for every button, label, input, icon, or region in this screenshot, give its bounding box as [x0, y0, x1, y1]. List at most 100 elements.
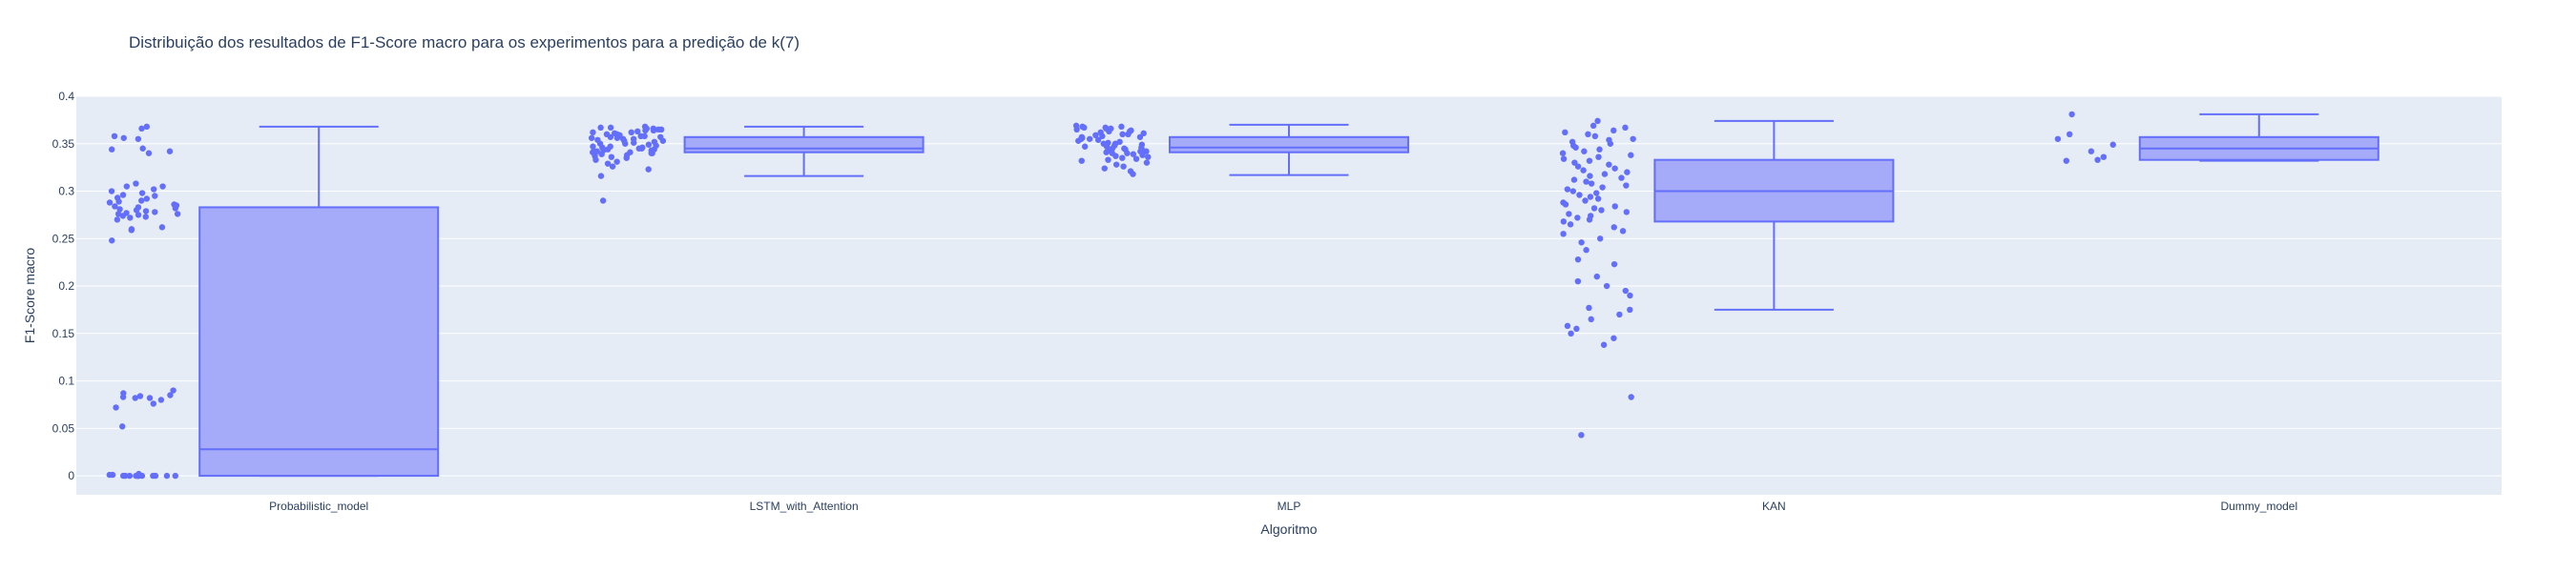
x-axis-title: Algoritmo: [1260, 521, 1317, 537]
y-tick-label: 0.3: [58, 185, 74, 198]
data-point: [172, 472, 178, 480]
data-point: [1581, 148, 1588, 154]
data-point: [607, 124, 614, 132]
data-point: [1092, 132, 1099, 139]
data-point: [1568, 330, 1574, 337]
data-point: [622, 140, 629, 147]
data-point: [2088, 148, 2095, 154]
gridlines: [76, 95, 2502, 477]
data-point: [1124, 150, 1131, 156]
data-point: [1622, 124, 1629, 132]
data-point: [133, 180, 139, 187]
data-point: [143, 195, 150, 202]
y-tick-label: 0.25: [52, 232, 75, 245]
y-tick-label: 0: [68, 469, 74, 482]
data-point: [1140, 130, 1147, 137]
data-point: [599, 197, 607, 204]
data-point: [2054, 135, 2062, 142]
data-point: [1610, 224, 1617, 231]
data-point: [2066, 131, 2073, 138]
data-point: [607, 133, 614, 140]
data-point: [1562, 129, 1568, 136]
y-tick-label: 0.05: [52, 421, 75, 435]
data-point: [1630, 135, 1636, 142]
data-point: [1119, 131, 1126, 138]
data-point: [1583, 178, 1589, 185]
data-point: [150, 186, 157, 193]
data-point: [1075, 137, 1082, 144]
x-tick-label: LSTM_with_Attention: [750, 500, 859, 513]
y-tick-label: 0.35: [52, 137, 75, 151]
data-point: [111, 133, 118, 139]
data-point: [1573, 325, 1580, 333]
data-point: [635, 145, 642, 152]
data-point: [106, 471, 114, 479]
box-iqr: [683, 135, 924, 153]
data-point: [1610, 260, 1618, 268]
data-point: [1588, 316, 1594, 323]
data-point: [115, 198, 122, 205]
data-point: [1078, 157, 1085, 164]
data-point: [642, 127, 649, 134]
data-point: [1589, 122, 1597, 130]
data-point: [108, 146, 115, 153]
data-point: [2109, 141, 2116, 148]
data-point: [145, 150, 153, 156]
box-Probabilistic_model: [198, 125, 440, 478]
data-point: [157, 397, 165, 403]
data-point: [1628, 394, 1634, 400]
data-point: [1578, 239, 1585, 246]
x-tick-label: Probabilistic_model: [269, 500, 368, 513]
box-plots: [198, 112, 2379, 478]
data-point: [138, 197, 145, 204]
data-point: [1145, 153, 1152, 160]
data-point: [1572, 144, 1579, 151]
points-Probabilistic_model: [106, 123, 181, 480]
data-point: [2100, 153, 2108, 160]
data-point: [1599, 184, 1606, 191]
box-LSTM_with_Attention: [683, 125, 924, 177]
data-point: [604, 160, 612, 167]
data-point: [1606, 161, 1612, 168]
box-iqr: [1169, 135, 1409, 153]
data-point: [1132, 155, 1140, 162]
data-point: [152, 193, 158, 199]
data-point: [127, 214, 134, 221]
data-point: [1578, 432, 1585, 439]
data-point: [590, 143, 596, 150]
data-point: [1567, 221, 1574, 228]
data-point: [592, 156, 599, 163]
data-point: [120, 134, 127, 141]
data-point: [119, 394, 127, 400]
x-axis-ticks: Probabilistic_model LSTM_with_Attention ML…: [269, 500, 2297, 513]
data-point: [170, 387, 177, 394]
data-point: [1595, 153, 1602, 160]
data-point: [588, 134, 595, 141]
data-point: [623, 154, 630, 161]
data-point: [1106, 128, 1112, 135]
data-point: [654, 126, 662, 133]
data-point: [1560, 218, 1568, 225]
data-point: [659, 137, 667, 144]
data-point: [1130, 171, 1136, 177]
x-tick-label: MLP: [1278, 500, 1301, 513]
data-point: [598, 151, 605, 157]
y-tick-label: 0.1: [58, 375, 74, 388]
data-point: [1130, 151, 1137, 157]
data-point: [1103, 149, 1110, 155]
data-point: [597, 173, 605, 179]
data-point: [609, 163, 616, 170]
data-point: [1118, 123, 1125, 131]
x-tick-label: Dummy_model: [2220, 500, 2297, 513]
data-point: [119, 213, 127, 219]
data-point: [1139, 152, 1146, 158]
data-point: [1596, 235, 1604, 242]
data-point: [158, 224, 166, 231]
data-point: [645, 166, 652, 173]
data-point: [174, 211, 181, 217]
data-point: [597, 124, 604, 132]
data-point: [590, 129, 596, 136]
data-point: [1616, 311, 1623, 318]
box-Dummy_model: [2138, 112, 2379, 162]
data-point: [1607, 140, 1614, 147]
